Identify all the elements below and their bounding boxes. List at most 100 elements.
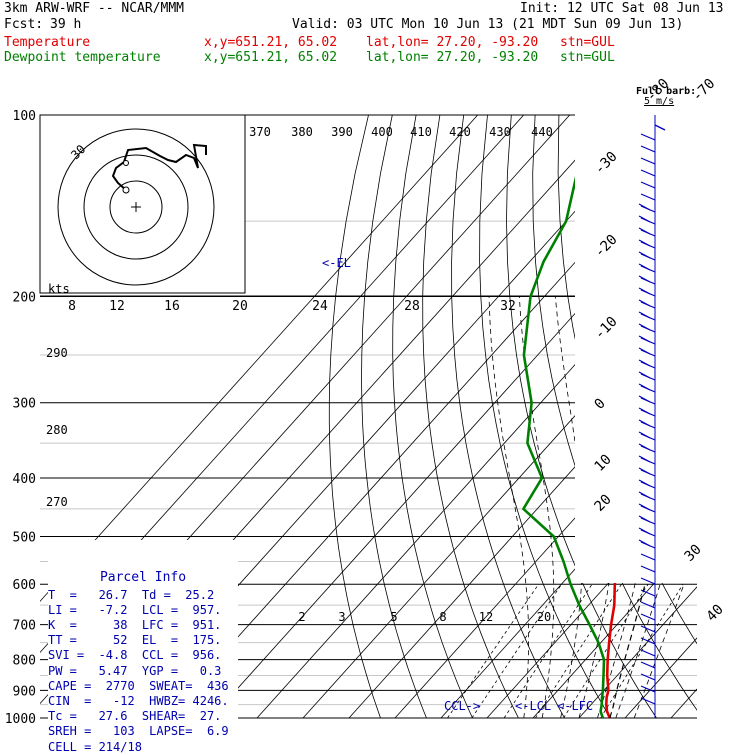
- hodograph-ring: [57, 128, 215, 286]
- wind-barb-flag: [638, 287, 651, 295]
- temperature-legend: Temperature: [4, 35, 91, 50]
- init-time: Init: 12 UTC Sat 08 Jun 13: [520, 1, 724, 16]
- theta-label: 400: [371, 125, 393, 139]
- temperature-trace: [604, 115, 697, 718]
- mixing-ratio-label: 5: [390, 610, 397, 624]
- parcel-row: CAPE = 2770 SWEAT= 436: [48, 678, 229, 693]
- moist-adiabat: [615, 296, 697, 718]
- dry-adiabat: [479, 115, 611, 718]
- isotherm-line: [302, 115, 697, 718]
- wind-barb-flag: [638, 431, 651, 439]
- isotherm-line: [440, 115, 697, 718]
- isotherm-label: -10: [592, 314, 621, 343]
- wind-barb-flag: [638, 395, 651, 403]
- pressure-label: 100: [13, 109, 36, 124]
- dry-adiabat: [328, 115, 381, 718]
- parcel-row: Tc = 27.6 SHEAR= 27.: [48, 709, 222, 724]
- moist-adiabat: [488, 296, 529, 718]
- altitude-label: 290: [46, 346, 68, 360]
- isotherm-line: [394, 115, 697, 718]
- parcel-row: LI = -7.2 LCL = 957.: [48, 602, 222, 617]
- speed-label: 8: [68, 299, 76, 314]
- wind-barb-flag: [638, 299, 651, 307]
- mixing-ratio-label: 20: [537, 610, 551, 624]
- temp-xy: x,y=651.21, 65.02: [204, 35, 338, 50]
- wind-barb: [640, 589, 656, 597]
- wind-barb: [640, 613, 656, 621]
- mixing-ratio-label: 12: [479, 610, 493, 624]
- pressure-label: 900: [13, 684, 36, 699]
- dry-adiabat: [557, 115, 697, 718]
- mixing-ratio-line: [503, 583, 593, 718]
- isotherm-label: -80: [643, 76, 672, 105]
- wind-barb: [640, 181, 656, 189]
- isotherm-line: [670, 115, 697, 718]
- wind-barb: [640, 145, 656, 153]
- wind-barb: [640, 169, 656, 177]
- theta-label: 410: [410, 125, 432, 139]
- wind-barb-flag: [638, 239, 651, 247]
- mixing-ratio-label: 2: [298, 610, 305, 624]
- isotherm-label: 0: [592, 396, 609, 413]
- wind-barb-flag: [638, 383, 651, 391]
- temp-station: stn=GUL: [560, 35, 615, 50]
- pressure-label: 600: [13, 578, 36, 593]
- isotherm-line: [578, 115, 697, 718]
- moist-adiabat: [554, 296, 584, 718]
- pressure-label: 300: [13, 397, 36, 412]
- dry-adiabat: [422, 115, 519, 718]
- wind-barb-flag: [638, 503, 651, 511]
- mixing-ratio-line: [471, 583, 562, 718]
- wind-barb: [640, 625, 656, 633]
- ccl-marker: CCL->: [444, 699, 480, 713]
- dry-adiabat: [361, 115, 427, 718]
- isotherm-line: [348, 115, 697, 718]
- wind-barb: [640, 601, 656, 609]
- wind-barb-flag: [638, 215, 651, 223]
- parcel-row: K = 38 LFC = 951.: [48, 618, 222, 633]
- hodograph-frame: [39, 114, 246, 294]
- isotherm-label: -60: [735, 76, 740, 105]
- fcst-value: 39 h: [50, 17, 82, 32]
- fcst-label: Fcst:: [4, 17, 44, 32]
- wind-barb-flag: [638, 263, 651, 271]
- pressure-label: 200: [13, 291, 36, 306]
- pressure-label: 500: [13, 530, 36, 545]
- wind-barb-flag: [638, 359, 651, 367]
- wind-barb-flag: [638, 515, 651, 523]
- wind-barb-flag: [638, 251, 651, 259]
- lfc-marker: <-LFC: [557, 699, 593, 713]
- temp-latlon: lat,lon= 27.20, -93.20: [366, 35, 539, 50]
- speed-label: 20: [232, 299, 248, 314]
- wind-barb-flag: [638, 479, 651, 487]
- pressure-label: 700: [13, 619, 36, 634]
- dry-adiabat: [653, 115, 697, 718]
- isotherm-label: 10: [592, 452, 615, 475]
- dry-adiabat: [392, 115, 473, 718]
- wind-barb: [640, 661, 656, 669]
- wind-barb: [640, 697, 656, 705]
- isotherm-line: [40, 115, 478, 718]
- wind-barb: [640, 577, 656, 585]
- isotherm-line: [717, 115, 740, 718]
- dry-adiabat: [532, 115, 697, 718]
- wind-barb: [640, 685, 656, 693]
- hodograph-ring: [109, 180, 163, 234]
- parcel-row: SREH = 103 LAPSE= 6.9: [48, 724, 229, 739]
- wind-barb: [640, 157, 656, 165]
- wind-barb: [640, 133, 656, 141]
- dry-adiabat: [451, 115, 565, 718]
- wind-barb: [640, 193, 656, 201]
- wind-barb-flag: [638, 407, 651, 415]
- theta-label: 390: [331, 125, 353, 139]
- isotherm-line: [256, 115, 697, 718]
- moist-adiabat: [633, 296, 697, 718]
- isotherm-line: [486, 115, 697, 718]
- dewpoint-trace: [521, 115, 613, 718]
- dew-station: stn=GUL: [560, 50, 615, 65]
- theta-label: 380: [291, 125, 313, 139]
- pressure-label: 1000: [5, 712, 36, 727]
- wind-barb-flag: [638, 455, 651, 463]
- dry-adiabat: [702, 115, 740, 718]
- wind-barb-flag: [638, 275, 651, 283]
